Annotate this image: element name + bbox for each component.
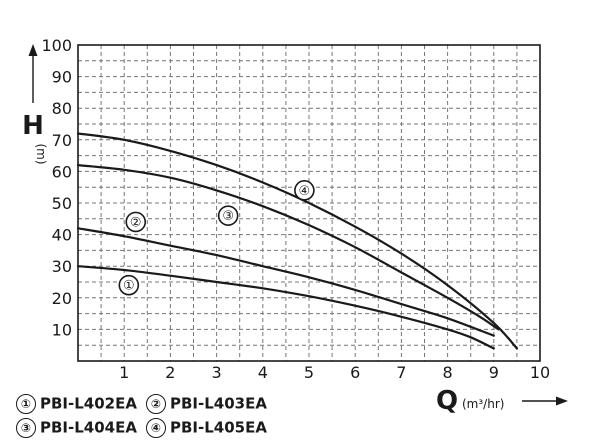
legend-marker: ③ (16, 418, 36, 438)
x-tick-label: 3 (212, 363, 222, 382)
series-line-2 (76, 227, 495, 337)
x-tick-label: 2 (165, 363, 175, 382)
curves (76, 132, 518, 350)
y-tick-label: 40 (52, 226, 72, 245)
x-tick-label: 6 (350, 363, 360, 382)
series-line-4 (76, 132, 518, 350)
x-tick-label: 1 (119, 363, 129, 382)
x-tick-label: 5 (304, 363, 314, 382)
x-tick-label: 9 (489, 363, 499, 382)
legend-marker: ④ (146, 418, 166, 438)
axis-titles: H (m) Q (m³/hr) (22, 44, 568, 416)
y-axis-unit: (m) (34, 143, 48, 164)
legend-marker: ② (146, 394, 166, 414)
series-line-1 (76, 265, 495, 350)
curve-marker-circle-3 (217, 205, 239, 226)
y-tick-label: 20 (52, 289, 72, 308)
legend-item-4: ④ PBI-L405EA (146, 418, 267, 438)
y-tick-label: 80 (52, 99, 72, 118)
plot-frame (77, 44, 541, 362)
y-tick-label: 10 (52, 320, 72, 339)
legend-item-1: ① PBI-L402EA (16, 394, 137, 414)
curve-markers: ① ② ③ ④ (118, 180, 315, 296)
legend-label: PBI-L405EA (170, 418, 267, 437)
curve-marker-label-1: ① (123, 279, 135, 294)
x-tick-label: 8 (443, 363, 453, 382)
curve-marker-circle-1 (118, 274, 140, 296)
series-line-3 (76, 164, 500, 331)
curve-marker-label-4: ④ (299, 184, 311, 199)
legend-label: PBI-L402EA (40, 394, 137, 413)
grid (78, 45, 540, 361)
y-axis-title: H (22, 111, 44, 141)
x-tick-label: 10 (530, 363, 550, 382)
x-tick-label: 7 (396, 363, 406, 382)
y-tick-label: 90 (52, 68, 72, 87)
x-axis-unit: (m³/hr) (462, 397, 504, 411)
y-tick-label: 60 (52, 162, 72, 181)
x-tick-label: 4 (258, 363, 268, 382)
curve-marker-label-3: ③ (222, 209, 234, 224)
y-tick-label: 50 (52, 194, 72, 213)
y-axis-arrow-head (28, 44, 38, 56)
curve-marker-circle-4 (294, 180, 315, 201)
tick-labels: 10 20 30 40 50 60 70 80 90 100 1 2 3 4 5 6 7 8 9 10 (41, 36, 550, 382)
legend: ① PBI-L402EA ② PBI-L403EA ③ PBI-L404EA ④ PBI… (0, 388, 600, 443)
legend-marker: ① (16, 394, 36, 414)
legend-label: PBI-L404EA (40, 418, 137, 437)
curve-marker-circle-2 (125, 211, 147, 233)
y-tick-label: 70 (52, 131, 72, 150)
legend-item-3: ③ PBI-L404EA (16, 418, 137, 438)
y-tick-label: 100 (41, 36, 72, 55)
legend-label: PBI-L403EA (170, 394, 267, 413)
x-axis-arrow-head (556, 396, 568, 406)
curve-marker-label-2: ② (130, 215, 142, 230)
x-axis-title: Q (436, 386, 458, 416)
y-tick-label: 30 (52, 257, 72, 276)
legend-item-2: ② PBI-L403EA (146, 394, 267, 414)
